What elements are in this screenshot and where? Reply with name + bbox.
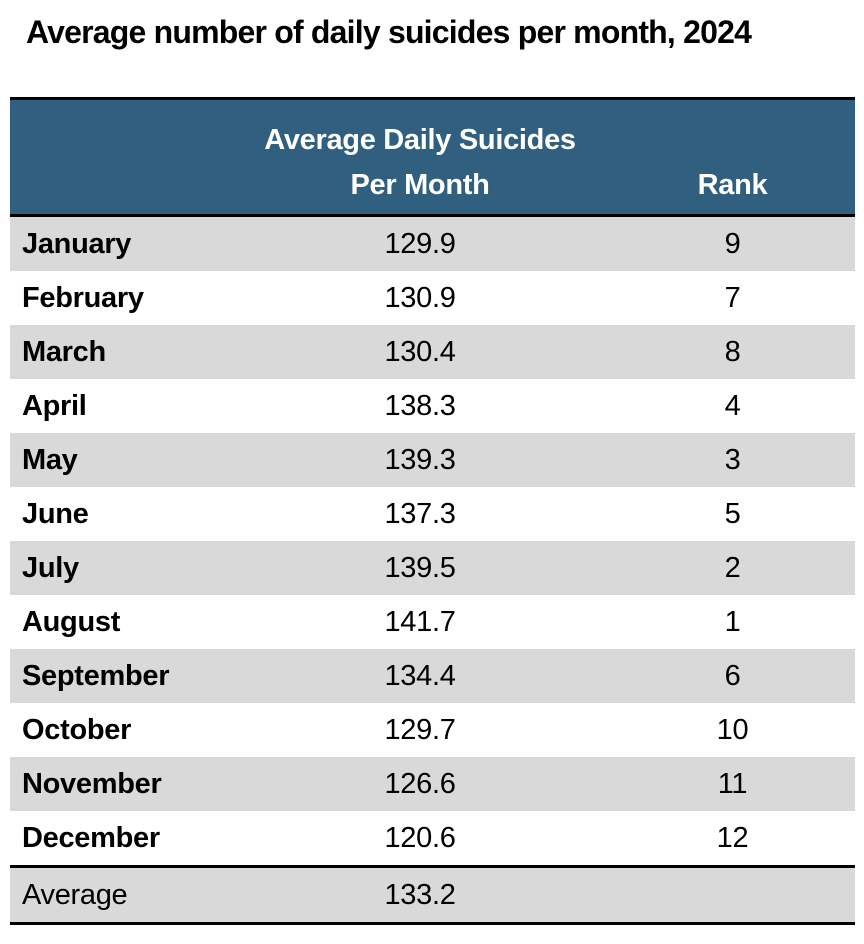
table-row: March 130.4 8 xyxy=(10,325,855,379)
table-row: February 130.9 7 xyxy=(10,271,855,325)
value-cell: 130.9 xyxy=(230,271,610,325)
table-row: November 126.6 11 xyxy=(10,757,855,811)
month-cell: August xyxy=(10,595,230,649)
table-row: August 141.7 1 xyxy=(10,595,855,649)
value-cell: 139.5 xyxy=(230,541,610,595)
value-cell: 139.3 xyxy=(230,433,610,487)
table-row: April 138.3 4 xyxy=(10,379,855,433)
rank-cell: 2 xyxy=(610,541,855,595)
table-row: July 139.5 2 xyxy=(10,541,855,595)
month-cell: October xyxy=(10,703,230,757)
table-row: December 120.6 12 xyxy=(10,811,855,867)
rank-cell: 3 xyxy=(610,433,855,487)
value-cell: 120.6 xyxy=(230,811,610,867)
rank-cell: 7 xyxy=(610,271,855,325)
average-row: Average 133.2 xyxy=(10,865,855,925)
month-cell: March xyxy=(10,325,230,379)
rank-cell: 10 xyxy=(610,703,855,757)
month-cell: September xyxy=(10,649,230,703)
rank-cell: 6 xyxy=(610,649,855,703)
rank-cell: 1 xyxy=(610,595,855,649)
table-footer: Average 133.2 xyxy=(10,865,855,925)
monthly-suicides-table: Average Daily Suicides Per Month Rank Ja… xyxy=(10,97,855,925)
value-cell: 126.6 xyxy=(230,757,610,811)
rank-cell: 12 xyxy=(610,811,855,867)
value-column-header: Average Daily Suicides Per Month xyxy=(230,97,610,217)
value-header-line2: Per Month xyxy=(350,169,490,201)
month-cell: May xyxy=(10,433,230,487)
month-cell: February xyxy=(10,271,230,325)
value-cell: 130.4 xyxy=(230,325,610,379)
value-cell: 129.9 xyxy=(230,215,610,271)
month-cell: December xyxy=(10,811,230,867)
value-cell: 129.7 xyxy=(230,703,610,757)
value-cell: 141.7 xyxy=(230,595,610,649)
rank-column-header: Rank xyxy=(610,97,855,217)
rank-cell: 4 xyxy=(610,379,855,433)
table-row: June 137.3 5 xyxy=(10,487,855,541)
table-row: January 129.9 9 xyxy=(10,215,855,271)
month-cell: June xyxy=(10,487,230,541)
table-row: May 139.3 3 xyxy=(10,433,855,487)
rank-cell: 8 xyxy=(610,325,855,379)
rank-cell: 9 xyxy=(610,215,855,271)
month-cell: January xyxy=(10,215,230,271)
header-row: Average Daily Suicides Per Month Rank xyxy=(10,97,855,217)
month-cell: July xyxy=(10,541,230,595)
average-label-cell: Average xyxy=(10,865,230,925)
value-header-line1: Average Daily Suicides xyxy=(264,124,576,156)
average-rank-cell xyxy=(610,865,855,925)
table-row: September 134.4 6 xyxy=(10,649,855,703)
value-cell: 137.3 xyxy=(230,487,610,541)
rank-cell: 5 xyxy=(610,487,855,541)
value-cell: 138.3 xyxy=(230,379,610,433)
table-row: October 129.7 10 xyxy=(10,703,855,757)
rank-header-label: Rank xyxy=(697,169,768,201)
rank-cell: 11 xyxy=(610,757,855,811)
table-body: January 129.9 9 February 130.9 7 March 130.4 8 Ap… xyxy=(10,215,855,867)
month-cell: April xyxy=(10,379,230,433)
month-column-header xyxy=(10,97,230,217)
page-title: Average number of daily suicides per mon… xyxy=(26,14,752,50)
value-cell: 134.4 xyxy=(230,649,610,703)
month-cell: November xyxy=(10,757,230,811)
average-value-cell: 133.2 xyxy=(230,865,610,925)
table-header: Average Daily Suicides Per Month Rank xyxy=(10,97,855,217)
